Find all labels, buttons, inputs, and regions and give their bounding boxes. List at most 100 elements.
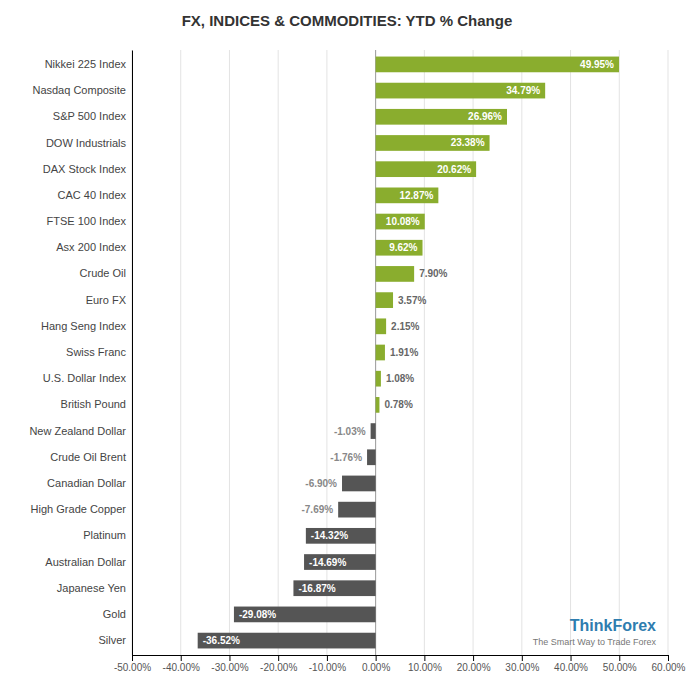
grid-line <box>619 50 620 655</box>
y-tick-label: DAX Stock Index <box>43 163 127 175</box>
y-tick: Asx 200 Index <box>56 241 132 253</box>
annotations: ThinkForexThe Smart Way to Trade Forex <box>533 617 657 647</box>
data-label: 1.08% <box>386 373 414 384</box>
bar <box>293 580 375 596</box>
x-tick-label: 50.00% <box>603 662 637 673</box>
x-tick-label: 10.00% <box>408 662 442 673</box>
data-label: -1.03% <box>334 426 366 437</box>
x-tick-mark <box>668 655 669 661</box>
x-tick-label: -30.00% <box>211 662 248 673</box>
bar <box>376 161 476 177</box>
y-tick-label: Crude Oil Brent <box>50 451 126 463</box>
x-tick: 10.00% <box>408 655 442 673</box>
x-tick-mark <box>327 655 328 661</box>
bar <box>367 449 376 465</box>
data-label: 23.38% <box>451 137 485 148</box>
y-tick: New Zealand Dollar <box>29 425 132 437</box>
data-label: -7.69% <box>301 504 333 515</box>
y-tick-label: FTSE 100 Index <box>47 215 127 227</box>
x-tick-mark <box>522 655 523 661</box>
y-tick-label: Silver <box>98 634 126 646</box>
grid <box>132 50 668 655</box>
bar <box>376 292 393 308</box>
data-label: 0.78% <box>384 399 412 410</box>
y-tick-label: Euro FX <box>86 294 127 306</box>
x-tick-mark <box>181 655 182 661</box>
data-label: -14.32% <box>311 530 348 541</box>
grid-line <box>180 50 181 655</box>
y-tick-label: Canadian Dollar <box>47 477 126 489</box>
y-tick: DAX Stock Index <box>43 163 132 175</box>
bar <box>376 135 490 151</box>
y-tick-label: U.S. Dollar Index <box>43 372 127 384</box>
chart-container: FX, INDICES & COMMODITIES: YTD % Change-… <box>0 0 694 691</box>
x-tick-label: -40.00% <box>163 662 200 673</box>
y-tick-label: Nikkei 225 Index <box>45 58 127 70</box>
x-tick-mark <box>619 655 620 661</box>
x-tick-label: 60.00% <box>652 662 686 673</box>
y-tick-label: DOW Industrials <box>46 136 127 148</box>
data-label: 49.95% <box>580 59 614 70</box>
x-tick-label: -50.00% <box>114 662 151 673</box>
data-label: 2.15% <box>391 321 419 332</box>
bar <box>376 57 619 73</box>
data-label: 12.87% <box>399 190 433 201</box>
bar <box>376 266 414 282</box>
data-label: -1.76% <box>330 452 362 463</box>
x-tick-mark <box>132 655 133 661</box>
x-tick-label: 40.00% <box>554 662 588 673</box>
y-tick: Nasdaq Composite <box>32 84 132 96</box>
y-tick: Crude Oil <box>80 267 132 279</box>
data-label: 3.57% <box>398 295 426 306</box>
data-label: 10.08% <box>386 216 420 227</box>
x-tick: -10.00% <box>309 655 346 673</box>
x-tick-label: 30.00% <box>505 662 539 673</box>
y-tick-label: Japanese Yen <box>57 582 126 594</box>
y-tick: Platinum <box>83 529 132 541</box>
y-tick-label: CAC 40 Index <box>58 189 127 201</box>
bar <box>376 397 380 413</box>
plot-area: -50.00% -40.00% -30.00% -20.00% -10.00% 0.00%… <box>29 50 685 673</box>
bar <box>376 345 385 361</box>
y-axis: Silver Gold Japanese Yen Australian Dollar P… <box>29 51 132 656</box>
y-tick-label: S&P 500 Index <box>53 110 127 122</box>
data-labels: -36.52%-29.08%-16.87%-14.69%-14.32%-7.69… <box>203 59 614 646</box>
y-tick: Hang Seng Index <box>41 320 132 332</box>
x-tick-label: -20.00% <box>260 662 297 673</box>
y-tick: Australian Dollar <box>45 556 132 568</box>
grid-line <box>278 50 279 655</box>
y-tick-label: High Grade Copper <box>31 503 127 515</box>
y-tick-label: Gold <box>103 608 126 620</box>
x-tick: -40.00% <box>163 655 200 673</box>
bars <box>198 57 619 649</box>
x-tick-label: 0.00% <box>362 662 390 673</box>
data-label: -36.52% <box>203 635 240 646</box>
y-tick: Swiss Franc <box>66 346 132 358</box>
data-label: -6.90% <box>305 478 337 489</box>
bar <box>234 607 376 623</box>
x-tick-label: 20.00% <box>457 662 491 673</box>
y-tick-label: Australian Dollar <box>45 556 126 568</box>
chart: FX, INDICES & COMMODITIES: YTD % Change-… <box>0 0 694 691</box>
data-label: 7.90% <box>419 268 447 279</box>
grid-line <box>668 50 669 655</box>
bar <box>376 214 425 230</box>
x-tick-mark <box>424 655 425 661</box>
y-tick: Euro FX <box>86 294 132 306</box>
x-tick-mark <box>376 655 377 661</box>
data-label: 1.91% <box>390 347 418 358</box>
y-tick-label: Hang Seng Index <box>41 320 127 332</box>
x-tick: 40.00% <box>554 655 588 673</box>
x-tick: -50.00% <box>114 655 151 673</box>
data-label: 34.79% <box>506 85 540 96</box>
y-tick-label: Swiss Franc <box>66 346 126 358</box>
y-tick: Canadian Dollar <box>47 477 132 489</box>
bar <box>376 318 386 334</box>
x-tick: 60.00% <box>652 655 686 673</box>
y-tick: S&P 500 Index <box>53 110 132 122</box>
y-tick-label: British Pound <box>61 398 126 410</box>
bar <box>198 633 376 649</box>
y-tick-label: New Zealand Dollar <box>29 425 126 437</box>
bar <box>376 371 381 387</box>
bar <box>376 109 507 125</box>
